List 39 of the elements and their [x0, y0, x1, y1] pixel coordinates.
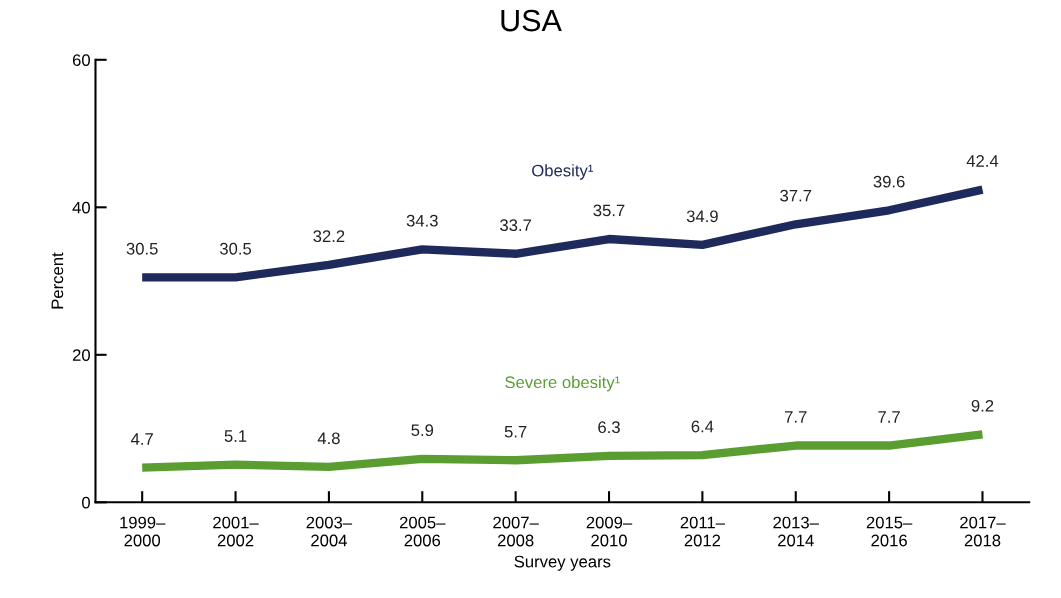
y-tick-label: 20 — [72, 349, 90, 362]
chart-title: USA — [501, 9, 562, 32]
x-tick-label: 2011– 2012 — [680, 516, 725, 547]
x-tick-label: 2007– 2008 — [493, 516, 539, 547]
data-label: 5.9 — [411, 424, 434, 437]
data-label: 6.3 — [598, 421, 620, 434]
y-tick-label: 40 — [72, 201, 90, 214]
data-label: 30.5 — [219, 242, 252, 255]
y-tick-label: 0 — [82, 496, 90, 509]
x-tick-label: 2005– 2006 — [399, 516, 446, 547]
data-label: 5.7 — [504, 425, 527, 438]
x-tick-label: 2009– 2010 — [586, 516, 633, 547]
data-label: 6.4 — [691, 420, 714, 433]
text: Obesity¹ — [532, 164, 593, 180]
data-label: 5.1 — [224, 430, 247, 442]
data-label: 42.4 — [966, 155, 999, 167]
data-label: 35.7 — [593, 204, 625, 217]
x-axis-title: Survey years — [514, 555, 611, 571]
x-tick-label: 2003– 2004 — [306, 516, 353, 547]
data-label: 4.7 — [130, 433, 153, 445]
data-label: 32.2 — [313, 230, 345, 243]
y-tick-label: 60 — [72, 54, 90, 66]
x-tick-label: 2013– 2014 — [773, 516, 819, 547]
data-label: 33.7 — [500, 219, 532, 232]
x-tick-label: 2015– 2016 — [866, 516, 913, 547]
y-axis-title: Percent — [51, 252, 64, 309]
x-tick-label: 1999– 2000 — [120, 516, 166, 547]
data-label: 34.9 — [686, 210, 718, 223]
data-label: 4.8 — [317, 432, 340, 445]
x-tick-label: 2017– 2018 — [960, 516, 1006, 547]
data-label: 30.5 — [126, 242, 158, 255]
data-label: 7.7 — [785, 411, 807, 423]
data-label: 39.6 — [873, 175, 905, 188]
data-label: 34.3 — [406, 214, 438, 227]
data-label: 9.2 — [971, 399, 994, 412]
x-tick-label: 2001– 2002 — [213, 516, 259, 547]
data-label: 37.7 — [780, 189, 812, 202]
text: Severe obesity¹ — [505, 375, 620, 392]
data-label: 7.7 — [878, 411, 900, 423]
